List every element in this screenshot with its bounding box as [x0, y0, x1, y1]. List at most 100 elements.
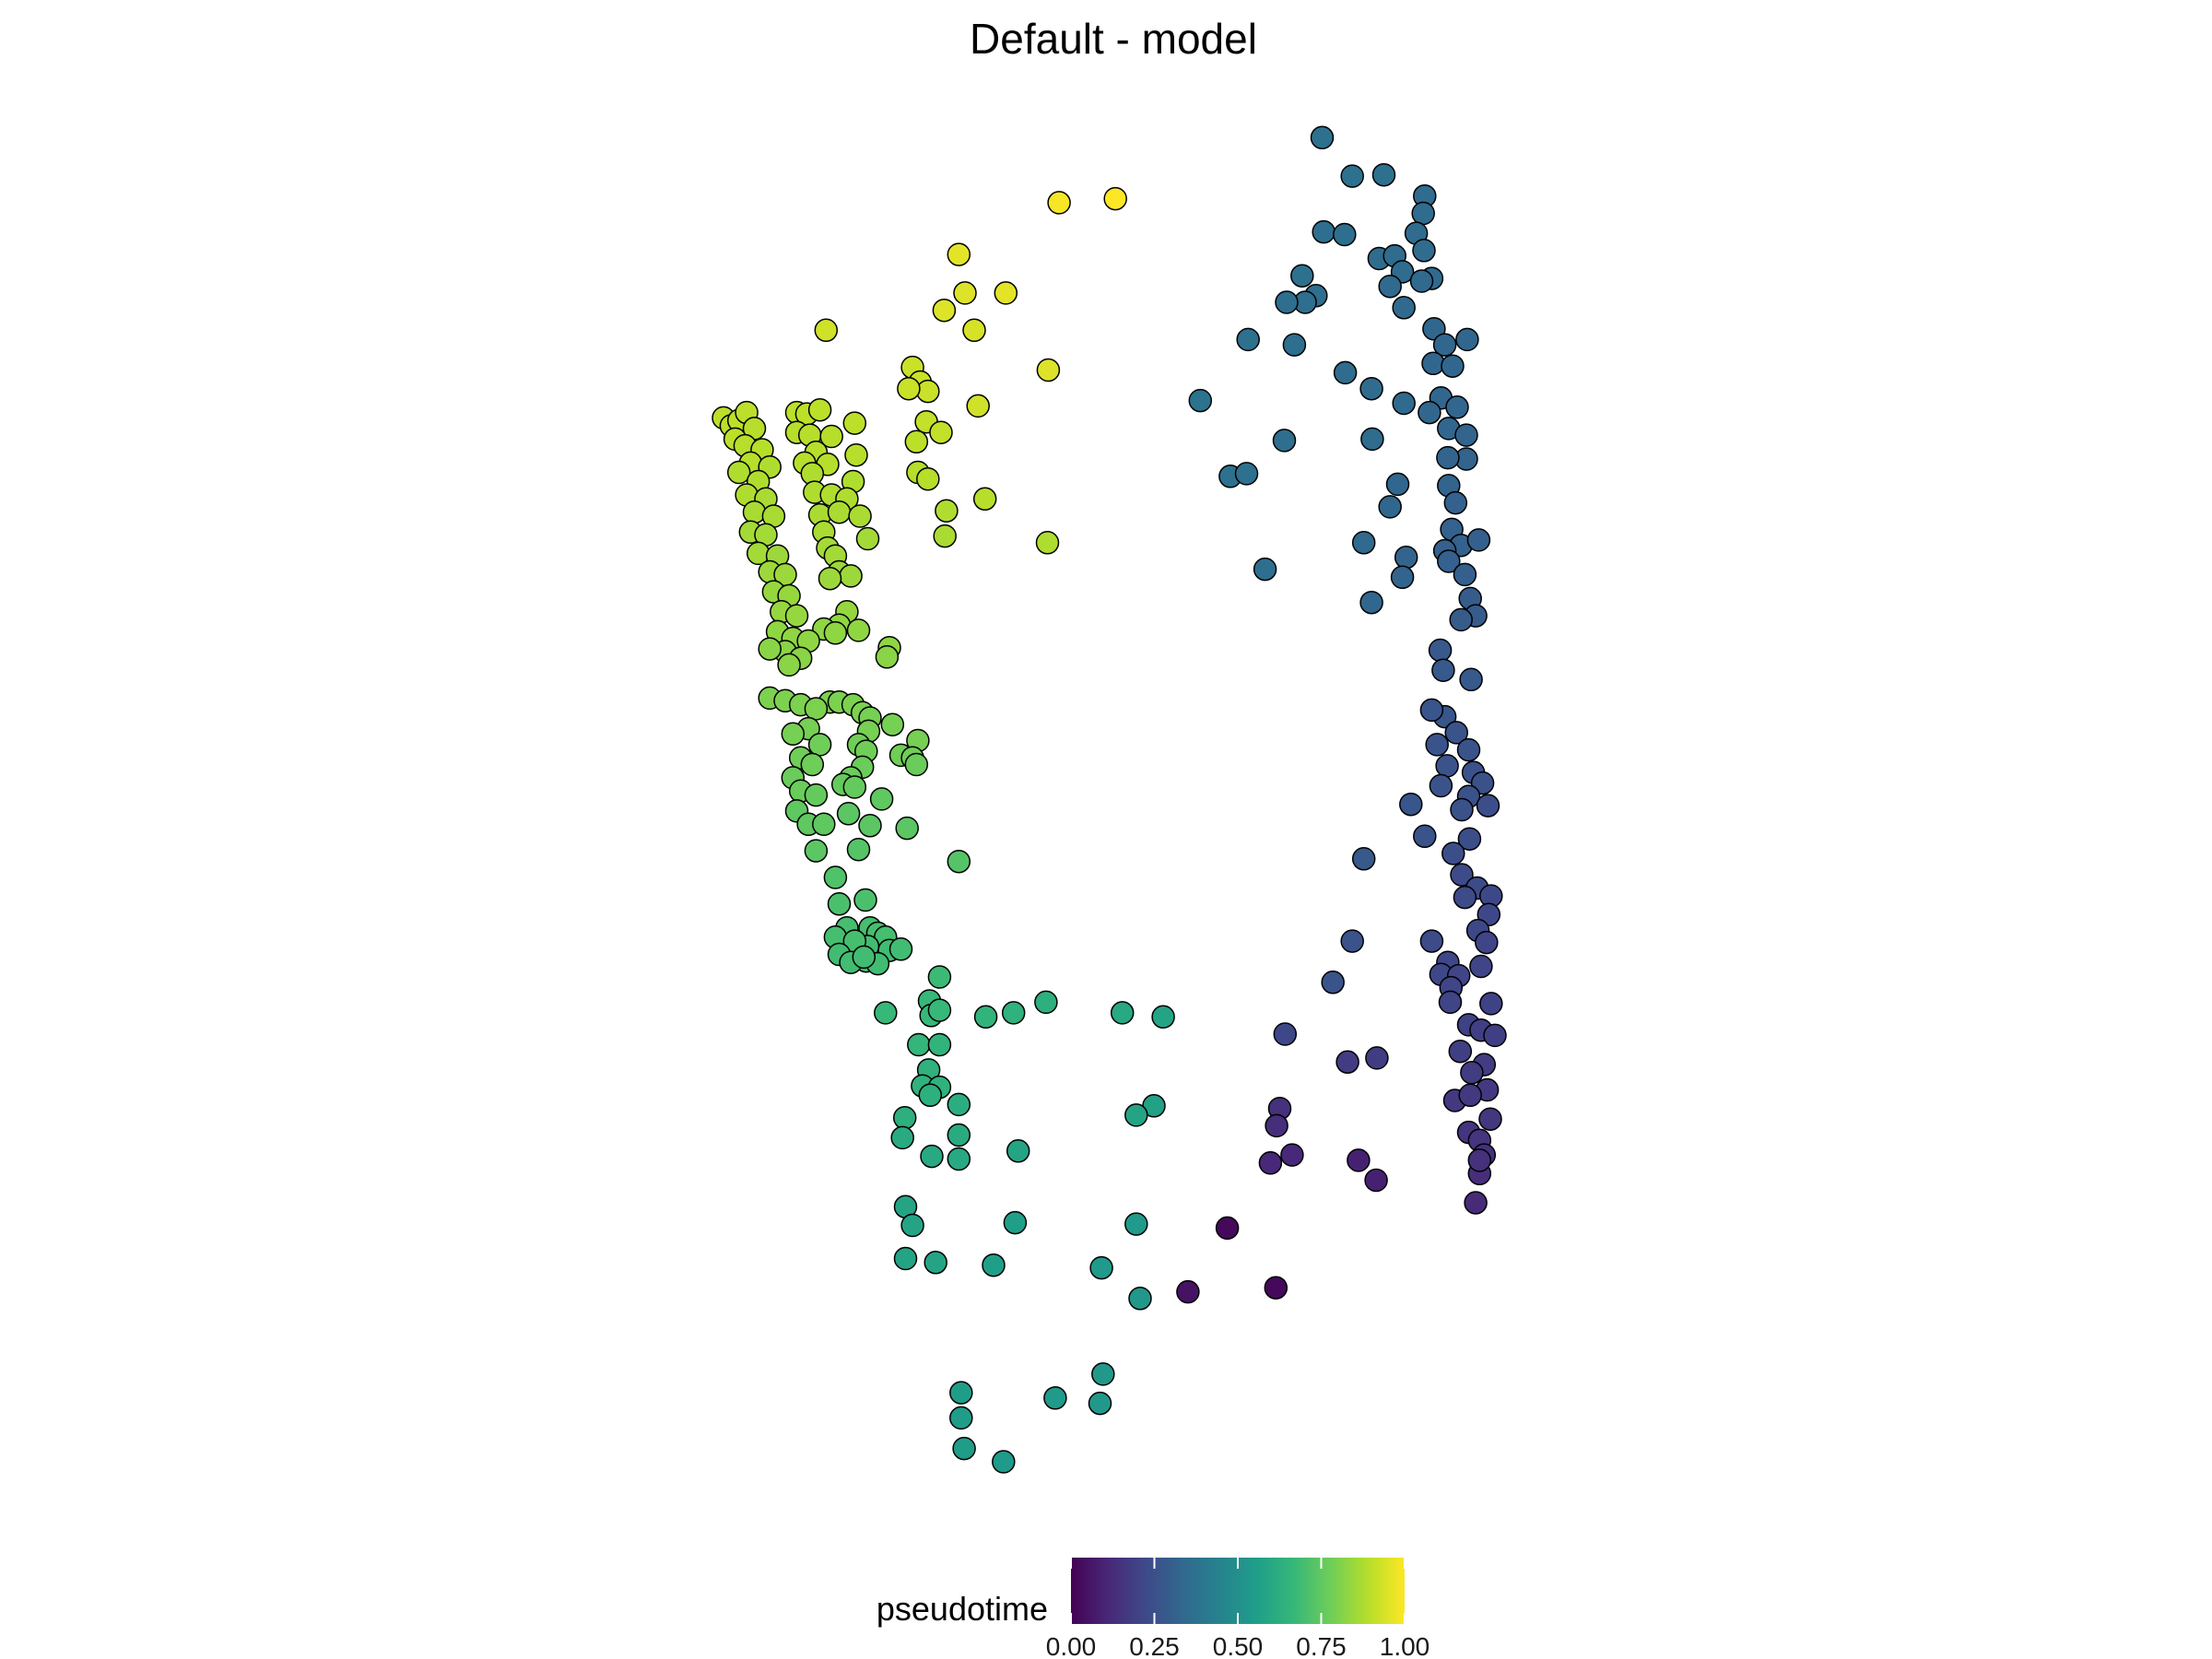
data-point: [947, 242, 971, 266]
data-point: [1364, 1168, 1388, 1193]
data-point: [962, 318, 986, 343]
data-point: [842, 411, 867, 435]
data-point: [1321, 971, 1345, 994]
data-point: [823, 621, 848, 645]
data-point: [1047, 191, 1071, 215]
data-point: [874, 1001, 898, 1025]
data-point: [890, 1125, 914, 1150]
data-point: [1459, 667, 1483, 692]
data-point: [1431, 658, 1455, 682]
data-point: [1365, 1046, 1389, 1070]
data-point: [777, 653, 801, 677]
data-point: [1351, 531, 1376, 555]
data-point: [1454, 423, 1478, 447]
data-point: [1335, 1050, 1359, 1075]
data-point: [875, 645, 900, 669]
data-point: [1110, 1001, 1135, 1025]
data-point: [1176, 1279, 1200, 1304]
data-point: [804, 782, 829, 807]
data-point: [927, 998, 952, 1022]
data-point: [853, 888, 877, 912]
data-point: [1091, 1362, 1115, 1386]
data-point: [1436, 445, 1460, 470]
data-point: [848, 504, 872, 528]
data-point: [947, 849, 971, 874]
data-point: [1455, 327, 1479, 352]
data-point: [1001, 1001, 1026, 1025]
data-point: [726, 460, 751, 485]
data-point: [807, 733, 832, 757]
data-point: [927, 1032, 952, 1057]
legend-tick-label: 1.00: [1380, 1632, 1430, 1659]
legend-title: pseudotime: [877, 1590, 1048, 1628]
data-point: [904, 752, 929, 777]
legend-tick-label: 0.50: [1213, 1632, 1264, 1659]
data-point: [827, 892, 852, 916]
data-point: [1443, 490, 1468, 515]
data-point: [1151, 1005, 1175, 1030]
data-point: [844, 442, 868, 467]
data-point: [966, 394, 990, 418]
data-point: [818, 566, 842, 591]
data-point: [1457, 827, 1482, 851]
data-point: [880, 712, 905, 736]
data-point: [869, 787, 894, 811]
data-point: [1435, 754, 1459, 778]
data-point: [1359, 376, 1383, 401]
data-point: [1467, 1148, 1492, 1172]
data-point: [916, 379, 940, 404]
data-point: [1476, 794, 1500, 818]
data-point: [1282, 333, 1307, 357]
data-point: [900, 1213, 924, 1238]
data-point: [823, 865, 848, 889]
data-point: [1378, 495, 1402, 519]
data-point: [1036, 358, 1061, 382]
data-point: [1413, 824, 1437, 849]
data-point: [949, 1381, 973, 1405]
data-point: [814, 318, 839, 343]
data-point: [1469, 954, 1493, 979]
data-point: [953, 281, 977, 305]
data-point: [1265, 1113, 1288, 1138]
data-point: [947, 1147, 971, 1171]
data-point: [852, 945, 877, 970]
data-point: [1128, 1287, 1152, 1311]
data-point: [1351, 847, 1376, 871]
data-point: [758, 637, 782, 661]
data-point: [1418, 400, 1441, 425]
data-point: [1272, 429, 1297, 453]
data-point: [1453, 562, 1477, 587]
data-point: [1445, 395, 1469, 419]
data-point: [1273, 1022, 1298, 1046]
data-point: [855, 526, 880, 551]
data-point: [1003, 1210, 1028, 1235]
data-point: [892, 1106, 917, 1130]
data-point: [1088, 1391, 1112, 1416]
data-point: [916, 466, 940, 491]
data-point: [1234, 462, 1259, 486]
data-point: [1258, 1151, 1283, 1175]
data-point: [1006, 1139, 1030, 1163]
data-point: [1409, 269, 1434, 293]
data-point: [1340, 929, 1364, 953]
data-point: [1399, 792, 1423, 817]
data-point: [819, 424, 843, 449]
data-point: [1450, 863, 1474, 887]
data-point: [1347, 1148, 1371, 1172]
data-point: [1394, 545, 1418, 570]
legend-tick-label: 0.00: [1046, 1632, 1097, 1659]
data-point: [781, 722, 806, 747]
data-point: [1312, 219, 1335, 244]
legend-tick-label: 0.75: [1296, 1632, 1347, 1659]
data-point: [929, 420, 953, 444]
data-point: [784, 604, 809, 628]
data-point: [1419, 698, 1444, 723]
data-point: [1253, 557, 1277, 582]
data-point: [992, 1450, 1016, 1474]
data-point: [907, 1032, 931, 1057]
data-point: [1428, 638, 1453, 663]
data-point: [924, 1251, 947, 1275]
data-point: [893, 1246, 918, 1271]
data-point: [947, 1092, 971, 1117]
